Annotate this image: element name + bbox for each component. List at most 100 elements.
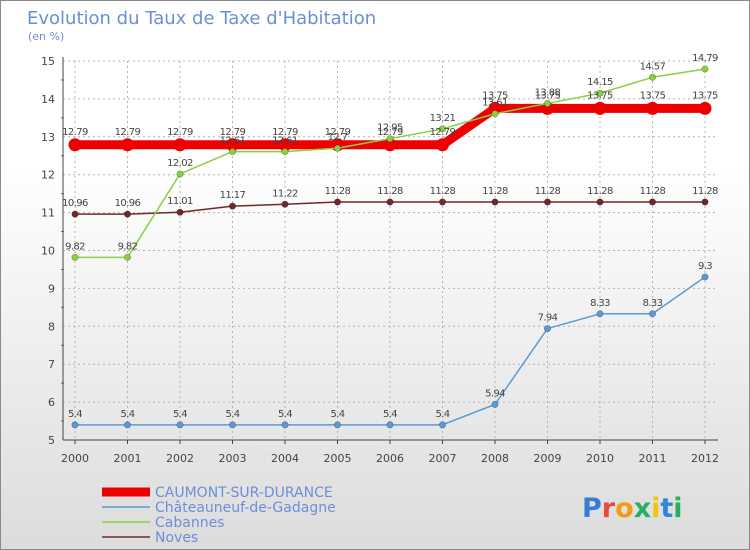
x-tick-label: 2012 [691,452,719,465]
data-label: 5.94 [485,388,505,399]
data-label: 12.79 [325,127,351,138]
data-label: 11.28 [640,186,666,197]
data-label: 11.28 [377,186,403,197]
x-tick-label: 2008 [481,452,509,465]
data-point [281,148,289,156]
data-label: 11.28 [430,186,456,197]
y-tick-label: 12 [41,169,55,182]
data-point [226,138,239,152]
data-label: 12.79 [115,127,141,138]
data-label: 9.82 [65,241,85,252]
y-tick-label: 11 [41,207,55,220]
data-point [491,198,499,206]
y-tick-label: 10 [41,245,55,258]
data-point [701,273,709,281]
data-label: 13.75 [640,90,666,101]
data-label: 11.22 [272,188,298,199]
data-point [121,138,134,152]
gridlines [63,60,718,441]
data-point [543,325,551,333]
proxiti-logo: Proxiti [582,493,683,524]
data-label: 14.57 [640,61,666,72]
x-tick-label: 2011 [639,452,667,465]
data-label: 11.28 [325,186,351,197]
data-point [71,210,79,218]
data-point [438,125,446,133]
data-point [176,421,184,429]
x-tick-label: 2000 [61,452,89,465]
logo-text: Proxiti [582,493,683,524]
data-point [596,198,604,206]
data-label: 12.02 [167,158,193,169]
data-label: 12.79 [62,127,88,138]
data-label: 13.88 [535,87,561,98]
x-tick-label: 2001 [114,452,142,465]
x-tick-label: 2005 [324,452,352,465]
x-tick-label: 2009 [534,452,562,465]
data-point [333,144,341,152]
data-label: 13.75 [482,90,508,101]
x-tick-label: 2010 [586,452,614,465]
data-label: 11.01 [167,196,193,207]
data-label: 10.96 [62,198,88,209]
data-point [701,65,709,73]
data-point [648,73,656,81]
data-label: 8.33 [643,298,663,309]
data-label: 5.4 [173,409,187,420]
x-tick-label: 2007 [429,452,457,465]
data-label: 5.4 [330,409,344,420]
data-label: 12.79 [167,127,193,138]
data-point [543,198,551,206]
x-tick-label: 2006 [376,452,404,465]
data-point [596,310,604,318]
data-label: 14.15 [587,77,613,88]
data-label: 5.4 [435,409,449,420]
data-point [281,421,289,429]
data-point [701,198,709,206]
data-label: 11.28 [535,186,561,197]
legend-label-chateauneuf-de-gadagne: Châteauneuf-de-Gadagne [155,500,336,516]
data-label: 11.28 [482,186,508,197]
y-tick-label: 7 [48,358,55,371]
data-point [333,198,341,206]
data-point [648,198,656,206]
data-labels: 10.96 10.96 11.01 11.17 11.22 11.28 11.28 11.28… [62,53,718,420]
y-tick-label: 8 [48,320,55,333]
y-tick-label: 9 [48,282,55,295]
data-label: 5.4 [120,409,134,420]
data-label: 5.4 [68,409,82,420]
data-point [124,210,132,218]
data-label: 5.4 [225,409,239,420]
x-tick-label: 2003 [219,452,247,465]
data-label: 13.75 [587,90,613,101]
data-label: 12.61 [220,136,246,147]
data-label: 12.95 [377,123,403,134]
chart-title: Evolution du Taux de Taxe d'Habitation [27,8,376,29]
data-label: 8.33 [590,298,610,309]
data-point [333,421,341,429]
y-tick-label: 5 [48,434,55,447]
data-label: 12.61 [272,136,298,147]
data-label: 12.79 [272,127,298,138]
data-point [386,198,394,206]
data-label: 9.3 [698,261,712,272]
data-point [648,310,656,318]
data-point [229,421,237,429]
data-point [491,400,499,408]
data-point [436,138,449,152]
data-label: 12.7 [328,132,348,143]
data-label: 12.79 [377,127,403,138]
data-point [541,101,554,115]
data-point [71,421,79,429]
y-tick-label: 6 [48,396,55,409]
data-point [383,138,397,152]
data-point [173,138,187,152]
x-tick-label: 2004 [271,452,299,465]
data-point [281,200,289,208]
legend-label-caumont-sur-durance: CAUMONT-SUR-DURANCE [155,485,333,501]
data-point [71,253,79,261]
data-point [488,101,502,115]
data-label: 14.79 [692,53,718,64]
